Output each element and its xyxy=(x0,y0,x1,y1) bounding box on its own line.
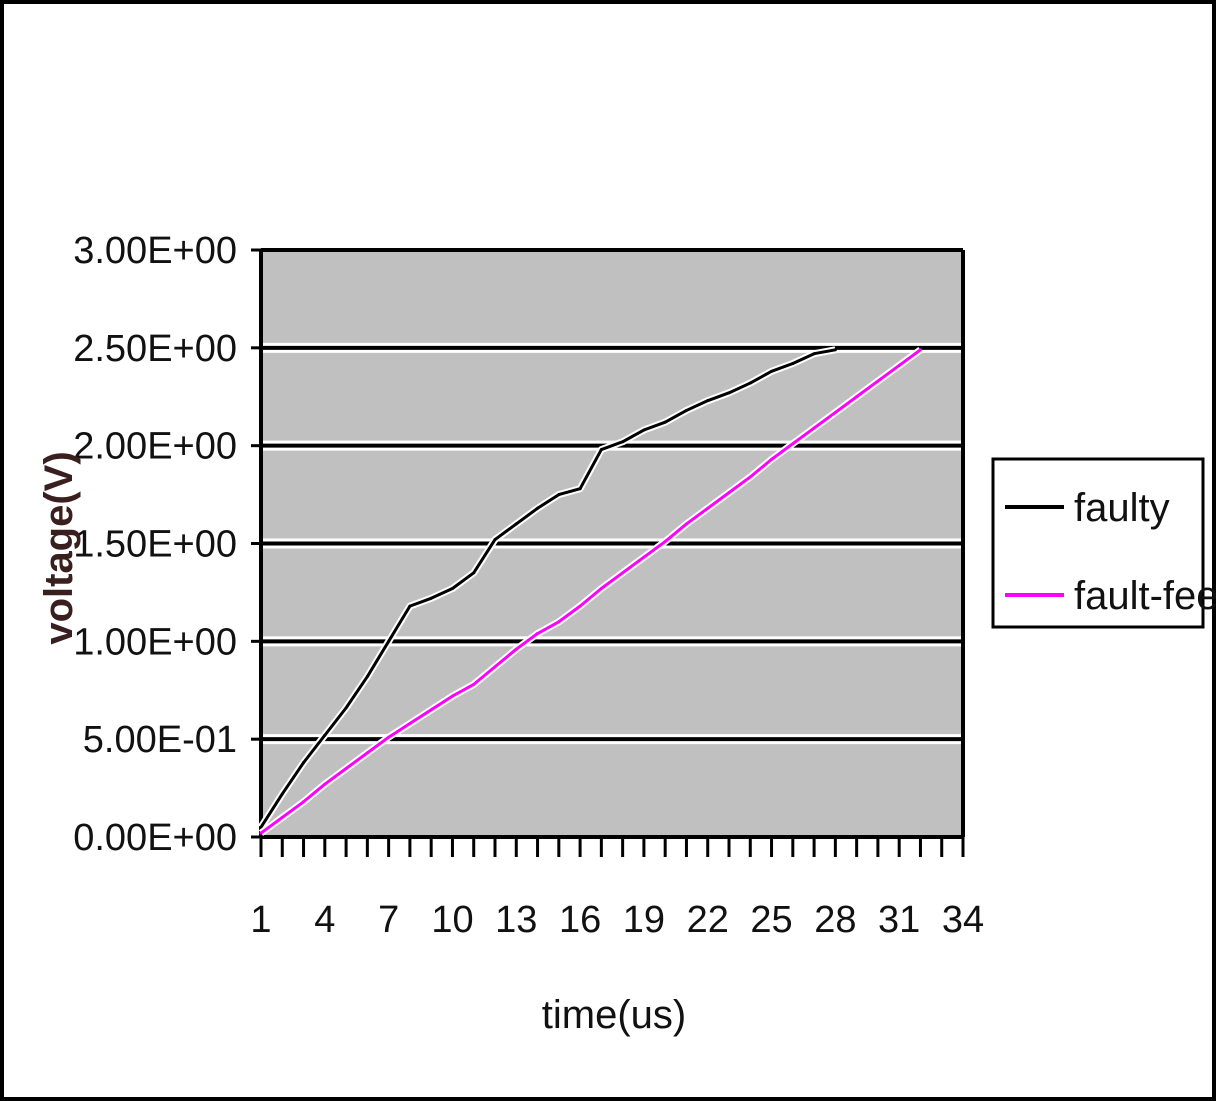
data-point-fault-fee-23 xyxy=(727,491,731,495)
data-point-fault-fee-30 xyxy=(876,379,880,383)
x-axis-title: time(us) xyxy=(542,993,686,1037)
data-point-fault-fee-21 xyxy=(684,522,688,526)
data-point-fault-fee-27 xyxy=(812,426,816,430)
data-point-faulty-14 xyxy=(536,506,540,510)
series-group xyxy=(258,346,923,836)
y-tick-label-6: 3.00E+00 xyxy=(73,230,237,272)
x-tick-label-0: 1 xyxy=(250,899,271,941)
data-point-fault-fee-14 xyxy=(536,632,540,636)
data-point-faulty-27 xyxy=(812,352,816,356)
x-tick-label-2: 7 xyxy=(378,899,399,941)
data-point-faulty-19 xyxy=(642,428,646,432)
y-tick-label-4: 2.00E+00 xyxy=(73,426,237,468)
data-point-faulty-11 xyxy=(472,571,476,575)
data-point-faulty-21 xyxy=(684,408,688,412)
x-tick-label-3: 10 xyxy=(431,899,473,941)
data-point-faulty-20 xyxy=(663,420,667,424)
data-point-faulty-8 xyxy=(408,604,412,608)
y-axis-title: voltage(V) xyxy=(37,451,81,644)
series-line-faulty xyxy=(259,348,836,829)
x-tick-label-4: 13 xyxy=(495,899,537,941)
data-point-fault-fee-16 xyxy=(578,604,582,608)
data-point-fault-fee-29 xyxy=(855,395,859,399)
data-point-faulty-4 xyxy=(323,733,327,737)
data-point-fault-fee-6 xyxy=(365,751,369,755)
data-point-faulty-17 xyxy=(599,448,603,452)
data-point-fault-fee-24 xyxy=(748,475,752,479)
legend-label-fault-fee: fault-fee xyxy=(1074,574,1216,618)
data-point-fault-fee-5 xyxy=(344,767,348,771)
data-point-fault-fee-28 xyxy=(833,410,837,414)
legend: faulty fault-fee xyxy=(991,457,1216,629)
y-tick-label-1: 5.00E-01 xyxy=(83,719,237,761)
x-tick-label-5: 16 xyxy=(559,899,601,941)
data-point-faulty-26 xyxy=(791,361,795,365)
data-point-fault-fee-8 xyxy=(408,722,412,726)
series-line-fault-fee xyxy=(260,348,922,835)
data-point-faulty-16 xyxy=(578,487,582,491)
data-point-fault-fee-22 xyxy=(706,506,710,510)
x-tick-label-6: 19 xyxy=(623,899,665,941)
data-point-fault-fee-32 xyxy=(918,348,922,352)
data-point-fault-fee-11 xyxy=(472,682,476,686)
data-point-faulty-6 xyxy=(365,675,369,679)
data-point-fault-fee-19 xyxy=(642,555,646,559)
y-tick-label-5: 2.50E+00 xyxy=(73,328,237,370)
axis-ticks: 0.00E+00 5.00E-01 1.00E+00 1.50E+00 2.00E+00… xyxy=(73,230,984,941)
y-tick-label-3: 1.50E+00 xyxy=(73,524,237,566)
data-point-faulty-2 xyxy=(280,792,284,796)
y-tick-label-2: 1.00E+00 xyxy=(73,621,237,663)
data-point-fault-fee-2 xyxy=(280,815,284,819)
data-point-faulty-13 xyxy=(514,522,518,526)
x-tick-label-11: 34 xyxy=(942,899,984,941)
x-tick-label-1: 4 xyxy=(314,899,335,941)
x-tick-label-7: 22 xyxy=(687,899,729,941)
data-point-faulty-18 xyxy=(621,440,625,444)
data-point-fault-fee-26 xyxy=(791,442,795,446)
legend-box xyxy=(991,457,1205,629)
data-point-fault-fee-3 xyxy=(302,800,306,804)
x-tick-label-8: 25 xyxy=(750,899,792,941)
data-point-faulty-15 xyxy=(557,493,561,497)
data-point-fault-fee-1 xyxy=(259,831,263,835)
data-point-faulty-24 xyxy=(748,381,752,385)
data-point-faulty-10 xyxy=(450,587,454,591)
data-point-fault-fee-12 xyxy=(493,665,497,669)
legend-label-faulty: faulty xyxy=(1074,486,1170,530)
data-point-fault-fee-17 xyxy=(599,587,603,591)
data-point-faulty-22 xyxy=(706,399,710,403)
data-point-faulty-7 xyxy=(387,639,391,643)
y-tick-label-0: 0.00E+00 xyxy=(73,817,237,859)
data-point-fault-fee-9 xyxy=(429,708,433,712)
data-point-fault-fee-15 xyxy=(557,620,561,624)
data-point-fault-fee-4 xyxy=(323,782,327,786)
x-tick-label-10: 31 xyxy=(878,899,920,941)
data-point-faulty-5 xyxy=(344,706,348,710)
data-point-fault-fee-25 xyxy=(770,457,774,461)
data-point-faulty-12 xyxy=(493,538,497,542)
data-point-faulty-28 xyxy=(833,348,837,352)
data-point-fault-fee-31 xyxy=(897,363,901,367)
data-point-faulty-3 xyxy=(302,761,306,765)
data-point-fault-fee-20 xyxy=(663,540,667,544)
data-point-fault-fee-7 xyxy=(387,735,391,739)
data-point-fault-fee-18 xyxy=(621,571,625,575)
x-tick-label-9: 28 xyxy=(814,899,856,941)
data-point-faulty-23 xyxy=(727,391,731,395)
data-point-faulty-9 xyxy=(429,596,433,600)
data-point-faulty-25 xyxy=(770,369,774,373)
data-point-faulty-1 xyxy=(259,825,263,829)
data-point-fault-fee-10 xyxy=(450,694,454,698)
data-point-fault-fee-13 xyxy=(514,647,518,651)
